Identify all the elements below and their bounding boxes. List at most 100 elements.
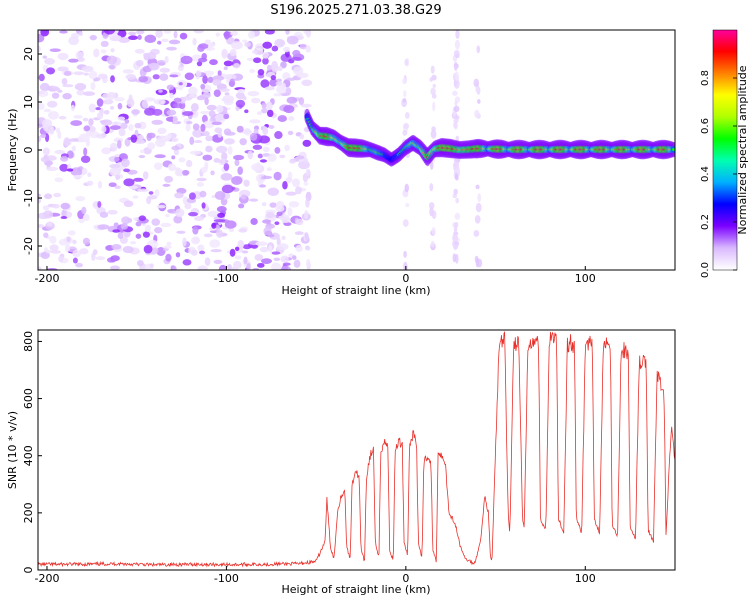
noise-cell [123,178,135,187]
colorbar-swatch [713,68,737,71]
noise-cell [43,232,49,238]
noise-cell [62,84,74,88]
noise-cell [291,56,302,61]
noise-cell [128,35,138,41]
noise-cell [277,65,283,72]
streak-cell [432,83,436,88]
snr-x-ticks: -200 -100 0 100 [34,566,596,585]
x-tick-label: -200 [34,272,59,285]
streak-cell [431,126,436,132]
noise-cell [241,250,249,254]
noise-cell [81,206,87,215]
colorbar-swatch [713,234,737,237]
ridge-core [671,148,675,151]
noise-cell [285,30,290,35]
noise-cell [288,201,300,208]
streak-cell [476,45,481,54]
colorbar-swatch [713,94,737,97]
noise-cell [67,230,76,236]
noise-cell [137,34,142,40]
noise-cell [234,246,240,251]
noise-cell [243,179,250,187]
noise-cell [40,251,50,260]
noise-cell [285,87,292,96]
streak-cell [454,39,461,50]
noise-cell [242,244,252,250]
noise-cell [174,168,184,177]
streak-cell [455,135,460,142]
colorbar-tick-label: 0.8 [700,70,711,86]
noise-cell [153,162,163,171]
colorbar-swatch [713,172,737,175]
noise-cell [268,125,275,130]
noise-cell [182,259,192,266]
noise-cell [273,171,282,181]
noise-cell [196,61,203,67]
noise-cell [111,244,122,250]
colorbar-swatch [713,214,737,217]
noise-cell [295,244,303,253]
noise-cell [301,79,313,87]
noise-cell [80,155,91,164]
streak-cell [404,183,409,193]
noise-cell [219,88,230,92]
noise-cell [251,163,262,171]
noise-cell [107,209,118,215]
colorbar-swatch [713,216,737,219]
noise-cell [82,117,89,122]
colorbar-swatch [713,144,737,147]
noise-cell [167,163,177,172]
noise-cell [51,92,60,99]
noise-cell [46,166,59,172]
noise-cell [267,153,277,162]
streak-cell [402,219,409,227]
streak-cell [429,161,434,170]
streak-cell [473,78,480,88]
noise-cell [228,227,235,233]
colorbar-swatch [713,40,737,43]
noise-cell [73,115,83,119]
streak-cell [431,227,436,235]
colorbar-swatch [713,76,737,79]
noise-cell [210,170,215,176]
noise-cell [121,216,131,225]
noise-cell [83,125,91,132]
noise-cell [57,66,69,72]
colorbar-swatch [713,84,737,87]
x-tick-label: 0 [402,572,409,585]
noise-cell [63,137,71,147]
noise-cell [136,30,145,35]
noise-cell [262,146,270,153]
noise-cell [208,110,216,118]
noise-cell [182,111,194,117]
noise-cell [253,57,262,64]
noise-cell [118,37,130,43]
noise-cell [192,129,204,138]
noise-cell [299,133,305,140]
noise-cell [79,248,89,255]
noise-cell [38,90,49,97]
colorbar-ticks: 0.0 0.2 0.4 0.6 0.8 [700,70,737,278]
x-tick-label: -200 [34,572,59,585]
noise-cell [52,86,61,91]
noise-cell [241,129,253,135]
noise-cell [202,75,208,84]
noise-cell [216,104,224,113]
noise-cell [254,254,264,261]
noise-cell [255,43,265,51]
noise-cell [229,248,236,257]
noise-cell [302,139,312,147]
noise-cell [224,220,237,229]
noise-cell [280,255,289,263]
noise-cell [63,71,72,76]
colorbar-swatch [713,178,737,181]
colorbar-swatch [713,112,737,115]
noise-cell [69,138,79,142]
noise-cell [206,104,217,111]
noise-cell [144,34,157,43]
noise-cell [155,30,163,38]
noise-cell [221,152,228,161]
noise-cell [288,115,295,121]
noise-cell [285,191,297,196]
noise-cell [72,239,77,245]
